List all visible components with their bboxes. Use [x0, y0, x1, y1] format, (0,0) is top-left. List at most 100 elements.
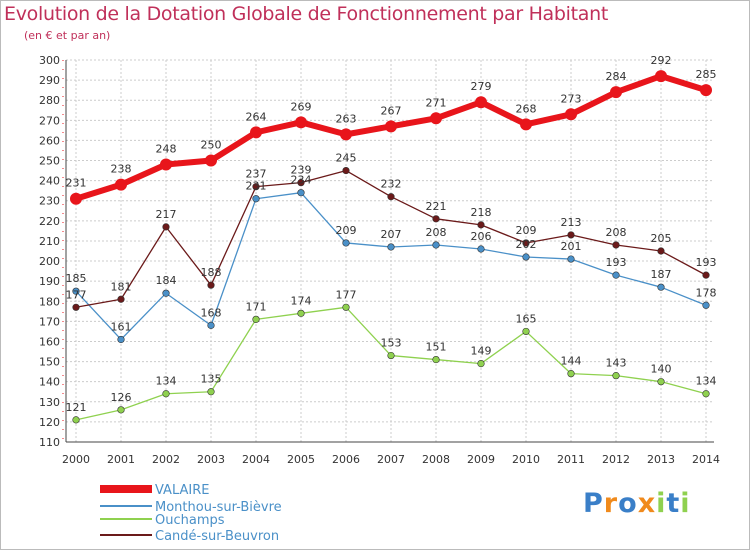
data-point	[162, 223, 170, 231]
chart-subtitle: (en € et par an)	[24, 29, 111, 42]
y-tick-label: 270	[39, 114, 60, 127]
y-tick-label: 180	[39, 295, 60, 308]
x-tick-label: 2014	[692, 453, 720, 466]
data-label: 213	[561, 216, 582, 229]
data-point	[432, 355, 440, 364]
data-label: 161	[111, 320, 132, 333]
y-tick-label: 200	[39, 255, 60, 268]
data-label: 209	[516, 224, 537, 237]
y-tick-label: 170	[39, 315, 60, 328]
data-point	[387, 193, 395, 201]
chart-data-labels: 231 238 248 250 264 269 263 267 271 279 268 273 284 2…	[66, 54, 717, 414]
data-point	[612, 372, 620, 380]
data-label: 263	[336, 112, 357, 125]
proxiti-logo: Proxiti	[583, 488, 691, 519]
data-point	[295, 116, 307, 129]
data-point	[567, 255, 575, 263]
y-tick-label: 280	[39, 94, 60, 107]
data-label: 193	[696, 256, 717, 269]
y-tick-label: 120	[39, 416, 60, 429]
x-tick-label: 2006	[332, 453, 360, 466]
logo-letter: i	[680, 488, 691, 519]
y-tick-label: 160	[39, 335, 60, 348]
data-point	[477, 359, 485, 368]
data-point	[657, 247, 665, 255]
y-tick-label: 210	[39, 235, 60, 248]
data-point	[567, 370, 575, 378]
data-point	[477, 221, 485, 229]
data-label: 121	[66, 401, 87, 414]
y-tick-label: 150	[39, 356, 60, 369]
data-point	[252, 183, 260, 191]
data-label: 168	[201, 306, 222, 319]
y-tick-label: 140	[39, 376, 60, 389]
data-point	[475, 96, 487, 109]
data-point	[342, 239, 350, 247]
data-point	[565, 108, 577, 121]
data-label: 202	[516, 238, 537, 251]
data-label: 237	[246, 168, 267, 181]
logo-letter: x	[637, 488, 657, 519]
data-point	[252, 315, 260, 323]
data-label: 134	[156, 375, 177, 388]
data-label: 271	[426, 96, 447, 109]
data-point	[205, 154, 217, 167]
data-point	[252, 195, 260, 203]
x-tick-label: 2011	[557, 453, 585, 466]
x-tick-label: 2009	[467, 453, 495, 466]
logo-letter: i	[656, 488, 667, 519]
data-point	[657, 283, 665, 291]
data-point	[117, 406, 125, 414]
data-point	[342, 166, 350, 175]
data-point	[70, 192, 82, 205]
data-point	[297, 309, 305, 317]
data-point	[297, 179, 305, 187]
x-tick-label: 2001	[107, 453, 135, 466]
data-point	[655, 70, 667, 83]
data-label: 285	[696, 68, 717, 81]
x-tick-label: 2000	[62, 453, 90, 466]
data-point	[117, 295, 125, 303]
y-tick-label: 260	[39, 134, 60, 147]
legend-label: Monthou-sur-Bièvre	[155, 500, 282, 515]
logo-letter: r	[603, 488, 619, 519]
chart-axes: 110 120 130 140 150 160 170 180 190 200 210 220 230 2…	[39, 54, 720, 466]
y-tick-label: 230	[39, 195, 60, 208]
x-tick-label: 2008	[422, 453, 450, 466]
data-point	[72, 303, 80, 311]
data-label: 238	[111, 163, 132, 176]
data-point	[522, 253, 530, 261]
data-point	[567, 231, 575, 239]
data-label: 205	[651, 232, 672, 245]
x-tick-label: 2002	[152, 453, 180, 466]
data-point	[117, 335, 125, 344]
chart-legend: VALAIRE Monthou-sur-BièvreOuchampsCandé-s…	[100, 483, 282, 544]
data-label: 140	[651, 363, 672, 376]
legend-label: VALAIRE	[155, 483, 209, 498]
y-tick-label: 250	[39, 155, 60, 168]
x-tick-label: 2012	[602, 453, 630, 466]
data-label: 201	[561, 240, 582, 253]
legend-label: Candé-sur-Beuvron	[155, 529, 279, 544]
data-label: 250	[201, 139, 222, 152]
data-label: 149	[471, 345, 492, 358]
data-label: 232	[381, 178, 402, 191]
data-point	[520, 118, 532, 131]
data-label: 231	[246, 180, 267, 193]
data-point	[657, 378, 665, 386]
logo-letter: o	[618, 488, 638, 519]
chart-series	[70, 70, 712, 424]
x-tick-label: 2003	[197, 453, 225, 466]
data-point	[207, 388, 215, 396]
data-label: 208	[606, 226, 627, 239]
data-point	[162, 390, 170, 398]
data-point	[115, 178, 127, 191]
data-point	[432, 215, 440, 223]
data-label: 181	[111, 280, 132, 293]
x-tick-label: 2007	[377, 453, 405, 466]
data-point	[207, 321, 215, 329]
x-tick-label: 2010	[512, 453, 540, 466]
data-point	[700, 84, 712, 97]
legend-label: Ouchamps	[155, 513, 225, 528]
data-label: 267	[381, 104, 402, 117]
